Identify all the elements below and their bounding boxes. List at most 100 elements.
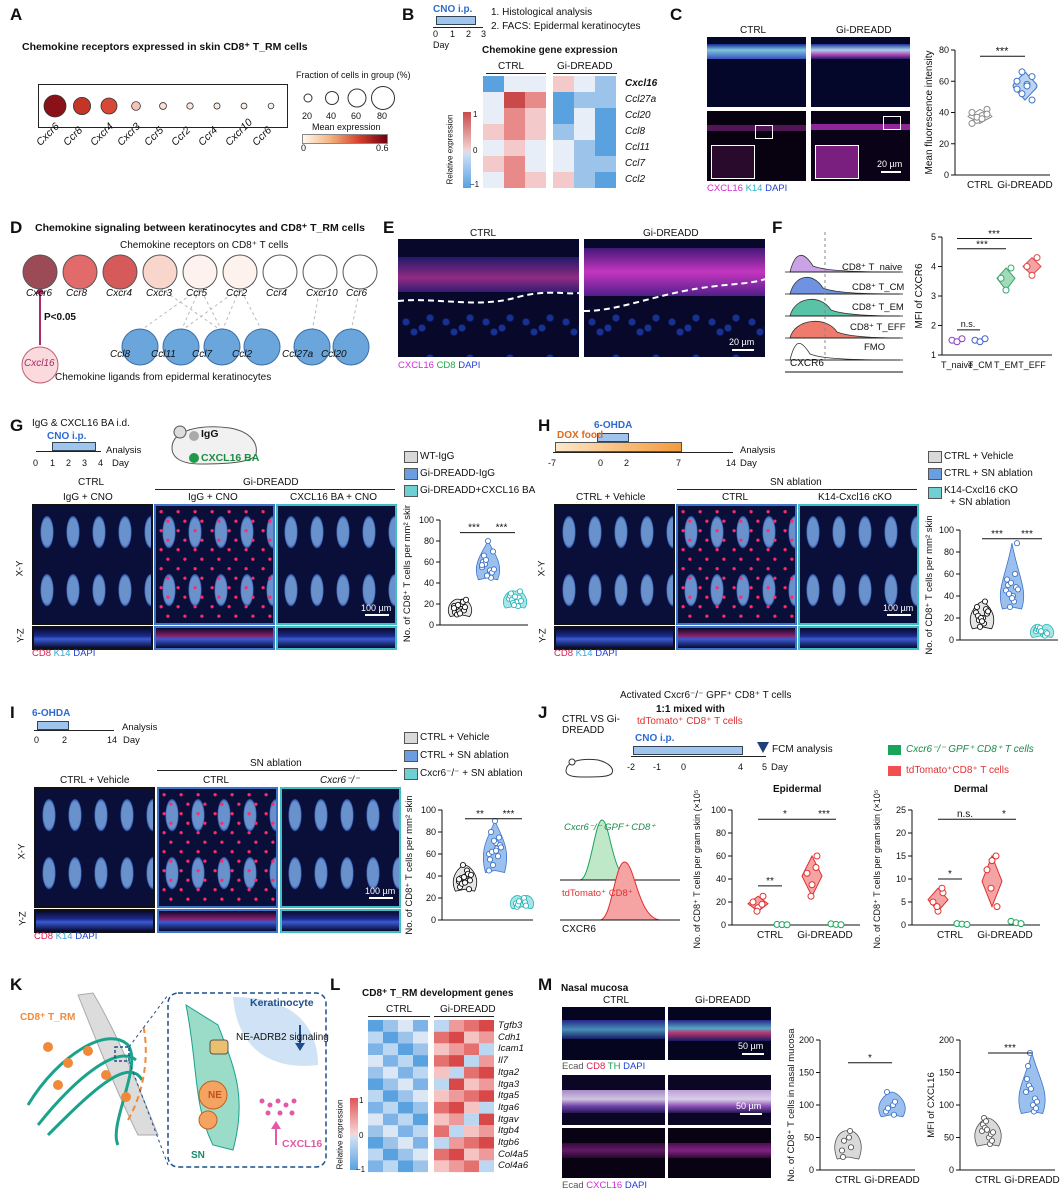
- frac-tick: 60: [351, 111, 362, 121]
- m-gi-label: Gi-DREADD: [695, 995, 751, 1006]
- d-link: [239, 287, 263, 332]
- panel-h-label: H: [538, 416, 551, 435]
- g-treatment: IgG & CXCL16 BA i.d.: [32, 418, 130, 429]
- heat-cell: [434, 1055, 449, 1067]
- xcat: Gi-DREADD: [797, 930, 853, 941]
- heat-cell: [464, 1031, 479, 1044]
- c-scale: 20 µm: [877, 159, 903, 169]
- k-keratinocyte: [233, 997, 318, 1066]
- g-axis: [36, 451, 101, 452]
- point: [838, 1147, 846, 1154]
- heat-cell: [479, 1148, 494, 1161]
- l-gene-itgb4: Itgb4: [498, 1125, 520, 1137]
- heat-cell: [479, 1160, 494, 1173]
- b-heatmap-title: Chemokine gene expression: [482, 45, 618, 56]
- heat-cell: [553, 140, 574, 156]
- ytick-label: 100: [939, 525, 954, 535]
- c-point: [1013, 77, 1021, 85]
- ytick-label: 60: [716, 851, 726, 861]
- g-gi-label: Gi-DREADD: [243, 477, 299, 488]
- ytick-label: 100: [939, 1100, 954, 1110]
- heat-cell: [413, 1101, 428, 1114]
- point: [783, 921, 791, 929]
- heat-cell: [398, 1101, 413, 1114]
- dot-ccr8: [73, 96, 92, 116]
- heat-cell: [383, 1137, 398, 1149]
- heat-cell: [449, 1055, 464, 1067]
- i-yz-label: Y-Z: [17, 911, 29, 926]
- h-violin-plot: 0 20 40 60 80 100 No. of CD8⁺ T cells per mm² …: [924, 515, 1058, 655]
- d-receptor-label: Ccr5: [186, 288, 208, 299]
- point: [891, 1098, 899, 1105]
- ytick-label: 100: [711, 805, 726, 815]
- dot-cxcr10: [240, 102, 248, 110]
- b-ctrl-line: [486, 73, 546, 74]
- heat-cell: [434, 1090, 449, 1102]
- point: [461, 604, 469, 611]
- d-receptor-cxcr4: [102, 254, 138, 290]
- h-xy-vehicle: [554, 504, 675, 625]
- ytick-label: 60: [426, 849, 436, 859]
- ylabel: No. of CD8⁺ T cells per gram skin (×10⁵): [692, 790, 702, 948]
- h-day: 7: [676, 458, 682, 468]
- i-yz-ko: [280, 909, 401, 933]
- heat-cell: [574, 156, 595, 172]
- g-gi-line: [155, 489, 395, 490]
- panel-a-label: A: [10, 5, 23, 24]
- sig: **: [766, 876, 774, 887]
- heat-cell: [574, 108, 595, 124]
- e-ctrl-label: CTRL: [470, 228, 497, 239]
- heat-cell: [383, 1101, 398, 1114]
- m-scale2: 50 µm: [736, 1101, 762, 1111]
- dot-cxcr3: [131, 101, 141, 111]
- c-ytick-label: 20: [939, 139, 949, 149]
- point: [516, 588, 524, 595]
- panel-j-label: J: [538, 703, 548, 722]
- heat-cell: [574, 124, 595, 140]
- heat-cell: [434, 1101, 449, 1114]
- heat-cell: [464, 1020, 479, 1032]
- heat-cell: [464, 1125, 479, 1137]
- d-network: [21, 254, 378, 384]
- d-receptor-ccr6: [342, 254, 378, 290]
- heat-cell: [368, 1043, 383, 1056]
- heat-cell: [464, 1066, 479, 1079]
- g-analysis: Analysis: [106, 445, 142, 456]
- sig: ***: [1004, 1043, 1016, 1054]
- l-scale-tick: 1: [359, 1096, 364, 1105]
- point: [883, 1088, 891, 1096]
- j-day: -2: [627, 762, 636, 772]
- f-point: [1028, 271, 1036, 279]
- ytick-label: 40: [944, 591, 954, 601]
- ytick-label: 150: [939, 1068, 954, 1078]
- point: [1006, 603, 1014, 611]
- dot-ccr6: [267, 102, 275, 110]
- heat-cell: [504, 76, 525, 92]
- point: [511, 593, 519, 600]
- heat-cell: [483, 108, 504, 124]
- sig: ***: [503, 809, 515, 820]
- b-heatmap: [483, 76, 616, 188]
- c-violin-plot: 0 20 40 60 80 Mean fluorescence intensity CTRL…: [924, 45, 1053, 191]
- c-image-ctrl-top: [707, 37, 806, 107]
- heat-cell: [368, 1113, 383, 1126]
- ylabel: No. of CD8⁺ T cells per mm² skin: [404, 795, 415, 934]
- heat-cell: [595, 76, 616, 92]
- b-scale-tick: 1: [473, 110, 478, 119]
- heat-cell: [413, 1125, 428, 1137]
- sig: *: [1002, 809, 1006, 820]
- g-legend-swatch: [404, 485, 418, 497]
- d-receptor-ccr8: [62, 254, 98, 290]
- d-ligand-cxcl16: [21, 346, 59, 384]
- sig: **: [476, 809, 484, 820]
- b-day: 3: [481, 29, 487, 39]
- h-chan-k14: K14: [575, 648, 593, 659]
- heat-cell: [553, 172, 574, 188]
- panel-i-label: I: [10, 703, 15, 722]
- point: [490, 566, 498, 573]
- point: [984, 608, 992, 615]
- heat-cell: [504, 92, 525, 108]
- g-day: 2: [66, 458, 72, 468]
- h-analysis: Analysis: [740, 445, 776, 456]
- k-cd8-label: CD8⁺ T_RM: [20, 1012, 76, 1023]
